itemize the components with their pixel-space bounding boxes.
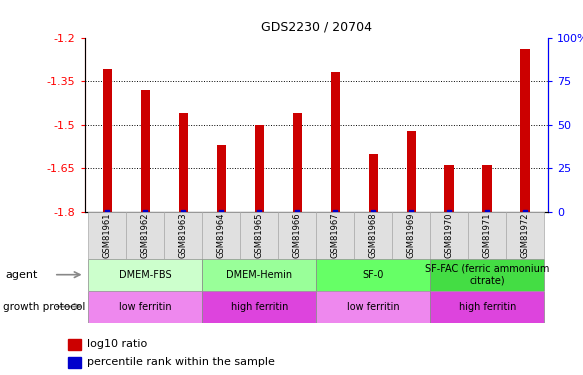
- Bar: [89, 212, 127, 259]
- Text: SF-FAC (ferric ammonium
citrate): SF-FAC (ferric ammonium citrate): [425, 264, 549, 285]
- Text: high ferritin: high ferritin: [231, 302, 288, 312]
- Text: GSM81962: GSM81962: [141, 213, 150, 258]
- Text: GSM81969: GSM81969: [407, 213, 416, 258]
- Bar: [68, 357, 80, 368]
- Point: [483, 209, 492, 215]
- Point: [406, 209, 416, 215]
- Bar: [202, 259, 317, 291]
- Point: [293, 209, 302, 215]
- Point: [368, 209, 378, 215]
- Bar: [506, 212, 544, 259]
- Text: GSM81970: GSM81970: [445, 213, 454, 258]
- Text: low ferritin: low ferritin: [119, 302, 171, 312]
- Text: high ferritin: high ferritin: [459, 302, 516, 312]
- Bar: [317, 212, 354, 259]
- Title: GDS2230 / 20704: GDS2230 / 20704: [261, 21, 372, 33]
- Text: GSM81966: GSM81966: [293, 213, 302, 258]
- Text: SF-0: SF-0: [363, 270, 384, 280]
- Bar: [430, 259, 544, 291]
- Bar: [444, 165, 454, 212]
- Text: low ferritin: low ferritin: [347, 302, 399, 312]
- Text: GSM81968: GSM81968: [369, 213, 378, 258]
- Text: GSM81972: GSM81972: [521, 213, 530, 258]
- Bar: [293, 113, 302, 212]
- Text: GSM81967: GSM81967: [331, 213, 340, 258]
- Bar: [68, 339, 80, 350]
- Bar: [240, 212, 278, 259]
- Bar: [103, 69, 112, 212]
- Text: GSM81964: GSM81964: [217, 213, 226, 258]
- Bar: [483, 165, 492, 212]
- Point: [103, 209, 112, 215]
- Point: [445, 209, 454, 215]
- Bar: [368, 154, 378, 212]
- Point: [521, 209, 530, 215]
- Bar: [255, 124, 264, 212]
- Bar: [216, 145, 226, 212]
- Bar: [392, 212, 430, 259]
- Text: DMEM-FBS: DMEM-FBS: [119, 270, 171, 280]
- Bar: [202, 212, 240, 259]
- Bar: [317, 291, 430, 322]
- Text: agent: agent: [6, 270, 38, 280]
- Bar: [406, 130, 416, 212]
- Point: [255, 209, 264, 215]
- Text: GSM81965: GSM81965: [255, 213, 264, 258]
- Bar: [89, 259, 202, 291]
- Point: [178, 209, 188, 215]
- Point: [331, 209, 340, 215]
- Bar: [178, 113, 188, 212]
- Bar: [141, 90, 150, 212]
- Text: percentile rank within the sample: percentile rank within the sample: [87, 357, 275, 367]
- Bar: [89, 291, 202, 322]
- Text: growth protocol: growth protocol: [3, 302, 85, 312]
- Text: DMEM-Hemin: DMEM-Hemin: [226, 270, 292, 280]
- Point: [217, 209, 226, 215]
- Text: GSM81963: GSM81963: [179, 213, 188, 258]
- Bar: [430, 291, 544, 322]
- Bar: [202, 291, 317, 322]
- Text: GSM81961: GSM81961: [103, 213, 112, 258]
- Bar: [521, 49, 530, 212]
- Text: log10 ratio: log10 ratio: [87, 339, 147, 349]
- Bar: [278, 212, 317, 259]
- Bar: [127, 212, 164, 259]
- Bar: [354, 212, 392, 259]
- Point: [141, 209, 150, 215]
- Bar: [164, 212, 202, 259]
- Bar: [430, 212, 468, 259]
- Bar: [468, 212, 506, 259]
- Bar: [331, 72, 340, 212]
- Text: GSM81971: GSM81971: [483, 213, 491, 258]
- Bar: [317, 259, 430, 291]
